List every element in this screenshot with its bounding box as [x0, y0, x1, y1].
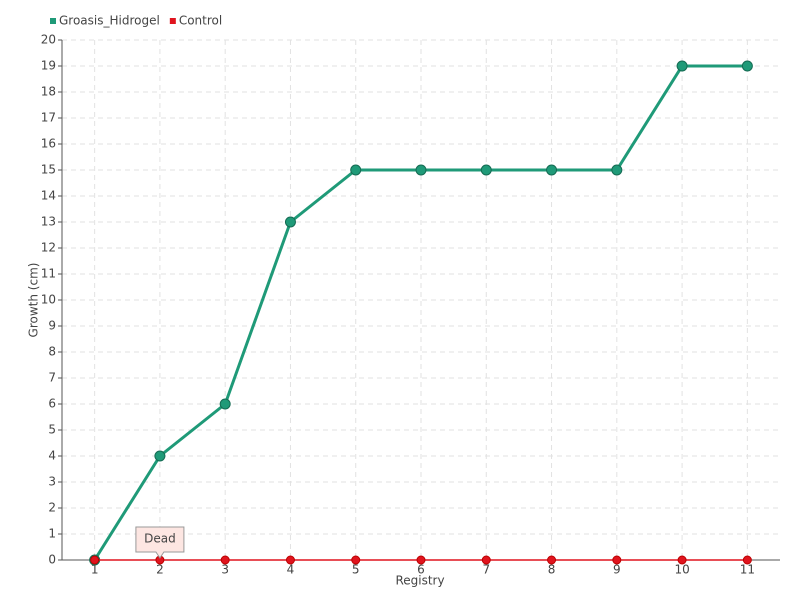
- data-point: [284, 216, 296, 228]
- x-tick-label: 11: [740, 563, 755, 577]
- y-tick-label: 6: [48, 397, 56, 411]
- y-tick-label: 7: [48, 371, 56, 385]
- data-point: [416, 555, 426, 565]
- data-point: [350, 164, 362, 176]
- data-point: [90, 555, 100, 565]
- data-point: [612, 555, 622, 565]
- y-tick-label: 13: [41, 215, 56, 229]
- data-point: [415, 164, 427, 176]
- y-tick-label: 15: [41, 163, 56, 177]
- y-tick-label: 20: [41, 33, 56, 47]
- data-point: [611, 164, 623, 176]
- legend-swatch: [169, 18, 176, 24]
- x-tick-label: 3: [221, 563, 229, 577]
- legend-label: Control: [179, 14, 222, 28]
- data-point: [547, 555, 557, 565]
- x-tick-label: 5: [352, 563, 360, 577]
- data-point: [285, 555, 295, 565]
- y-axis-label: Growth (cm): [27, 263, 41, 338]
- x-tick-label: 1: [91, 563, 99, 577]
- data-point: [677, 555, 687, 565]
- x-tick-label: 8: [548, 563, 556, 577]
- data-point: [676, 60, 688, 72]
- data-point: [480, 164, 492, 176]
- data-point: [154, 450, 166, 462]
- annotation-text: Dead: [144, 532, 176, 546]
- x-axis-label: Registry: [395, 574, 444, 588]
- data-point: [742, 555, 752, 565]
- annotation-box: [135, 526, 185, 559]
- y-tick-label: 1: [48, 527, 56, 541]
- y-tick-label: 19: [41, 59, 56, 73]
- legend-label: Groasis_Hidrogel: [59, 14, 160, 28]
- y-tick-label: 16: [41, 137, 56, 151]
- y-tick-label: 18: [41, 85, 56, 99]
- y-tick-label: 3: [48, 475, 56, 489]
- y-tick-label: 14: [41, 189, 56, 203]
- y-tick-label: 4: [48, 449, 56, 463]
- y-tick-label: 11: [41, 267, 56, 281]
- y-tick-label: 10: [41, 293, 56, 307]
- x-tick-label: 7: [482, 563, 490, 577]
- data-point: [481, 555, 491, 565]
- legend-swatch: [50, 18, 56, 24]
- x-tick-label: 4: [287, 563, 295, 577]
- data-point: [741, 60, 753, 72]
- y-tick-label: 17: [41, 111, 56, 125]
- data-point: [219, 398, 231, 410]
- data-point: [546, 164, 558, 176]
- y-tick-label: 9: [48, 319, 56, 333]
- data-point: [220, 555, 230, 565]
- x-tick-label: 6: [417, 563, 425, 577]
- x-tick-label: 10: [674, 563, 689, 577]
- data-point: [351, 555, 361, 565]
- x-tick-label: 9: [613, 563, 621, 577]
- y-tick-label: 12: [41, 241, 56, 255]
- y-tick-label: 8: [48, 345, 56, 359]
- y-tick-label: 2: [48, 501, 56, 515]
- y-tick-label: 0: [48, 553, 56, 567]
- x-tick-label: 2: [156, 563, 164, 577]
- y-tick-label: 5: [48, 423, 56, 437]
- annotation: Dead: [135, 526, 185, 559]
